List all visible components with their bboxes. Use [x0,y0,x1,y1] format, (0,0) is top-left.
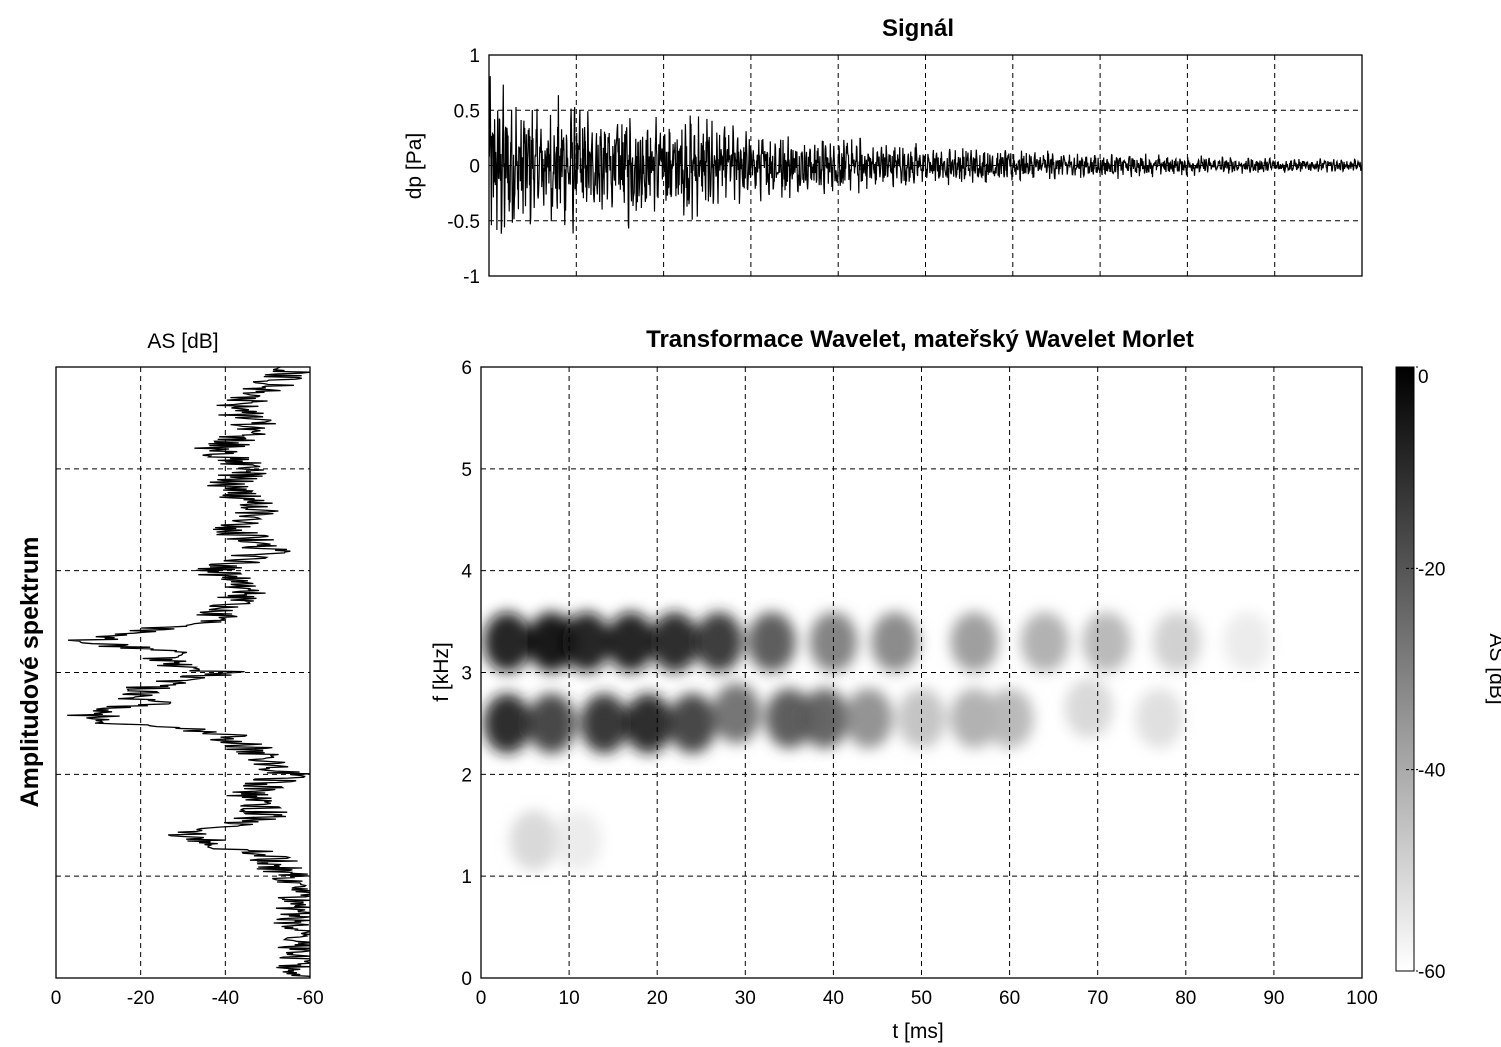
spectrum-x-tick-label: 0 [51,988,62,1009]
wavelet-blob [844,688,893,749]
wavelet-blob [1135,688,1184,749]
wavelet-heatmap [483,611,1272,871]
wavelet-panel: Transformace Wavelet, mateřský Wavelet M… [430,326,1378,1043]
spectrum-frame [55,366,311,979]
colorbar-tick-label: -40 [1418,761,1445,782]
wavelet-blob [1064,678,1113,739]
wavelet-blob [553,810,602,871]
wavelet-x-tick-label: 80 [1175,988,1196,1009]
wavelet-ylabel: f [kHz] [430,642,453,702]
spectrum-title: AS [dB] [147,330,218,353]
colorbar-gradient [1395,366,1415,972]
signal-ylabel: dp [Pa] [403,133,426,200]
wavelet-x-tick-label: 40 [823,988,844,1009]
signal-y-tick-label: 1 [469,46,480,67]
wavelet-blob [1082,611,1131,672]
wavelet-xlabel: t [ms] [892,1020,943,1043]
wavelet-blob [950,611,999,672]
wavelet-blob [606,611,655,672]
wavelet-x-tick-label: 30 [735,988,756,1009]
wavelet-blob [580,693,629,754]
colorbar: 0 -20 -40 -60 AS [dB] [1395,366,1501,983]
wavelet-x-tick-label: 60 [999,988,1020,1009]
wavelet-x-tick-label: 70 [1087,988,1108,1009]
colorbar-tick-label: -60 [1418,962,1445,983]
colorbar-ticks: 0 -20 -40 -60 [1406,366,1445,983]
wavelet-blob [712,683,761,744]
signal-y-ticks: -1 -0.5 0 0.5 1 [447,46,480,288]
signal-y-tick-label: -0.5 [447,212,480,233]
wavelet-y-tick-label: 1 [461,867,472,888]
wavelet-blob [747,611,796,672]
wavelet-y-tick-label: 0 [461,969,472,990]
signal-y-tick-label: 0 [469,157,480,178]
signal-y-tick-label: 0.5 [454,101,480,122]
wavelet-blob [562,611,611,672]
spectrum-x-tick-label: -20 [127,988,154,1009]
wavelet-blob [527,693,576,754]
colorbar-label: AS [dB] [1485,633,1501,704]
wavelet-y-tick-label: 2 [461,765,472,786]
wavelet-blob [483,611,532,672]
wavelet-blob [1223,611,1272,672]
wavelet-frame [480,366,1363,979]
wavelet-blob [624,693,673,754]
spectrum-x-tick-label: -60 [296,988,323,1009]
wavelet-x-ticks: 0 10 20 30 40 50 60 70 80 90 100 [476,988,1378,1009]
spectrum-panel: AS [dB] Amplitudové spektrum 0 -20 -40 -60 [16,330,324,1009]
signal-title: Signál [882,15,954,42]
wavelet-blob [871,611,920,672]
signal-trace [489,76,1362,234]
wavelet-x-tick-label: 100 [1346,988,1378,1009]
wavelet-y-tick-label: 4 [461,562,472,583]
wavelet-x-tick-label: 50 [911,988,932,1009]
wavelet-blob [650,611,699,672]
spectrum-side-label: Amplitudové spektrum [16,537,44,808]
colorbar-tick-label: -20 [1418,559,1445,580]
wavelet-y-tick-label: 6 [461,358,472,379]
signal-panel: Signál dp [Pa] -1 -0.5 0 0.5 1 [403,15,1363,288]
wavelet-x-tick-label: 20 [647,988,668,1009]
wavelet-blob [800,688,849,749]
wavelet-x-tick-label: 10 [559,988,580,1009]
signal-y-tick-label: -1 [463,267,480,288]
wavelet-blob [694,611,743,672]
signal-frame [488,54,1363,277]
wavelet-title: Transformace Wavelet, mateřský Wavelet M… [646,326,1194,353]
wavelet-blob [483,693,532,754]
wavelet-y-tick-label: 5 [461,460,472,481]
wavelet-blob [1020,611,1069,672]
spectrum-x-ticks: 0 -20 -40 -60 [51,988,324,1009]
wavelet-y-ticks: 0 1 2 3 4 5 6 [461,358,472,990]
wavelet-blob [509,810,558,871]
spectrum-grid [56,367,310,978]
wavelet-x-tick-label: 90 [1263,988,1284,1009]
wavelet-blob [765,688,814,749]
wavelet-y-tick-label: 3 [461,664,472,685]
spectrum-trace [67,367,310,978]
wavelet-x-tick-label: 0 [476,988,487,1009]
wavelet-grid [481,367,1362,978]
wavelet-blob [1152,611,1201,672]
spectrum-x-tick-label: -40 [212,988,239,1009]
wavelet-blob [527,611,576,672]
wavelet-blob [668,693,717,754]
colorbar-tick-label: 0 [1418,367,1429,388]
wavelet-blob [950,688,999,749]
